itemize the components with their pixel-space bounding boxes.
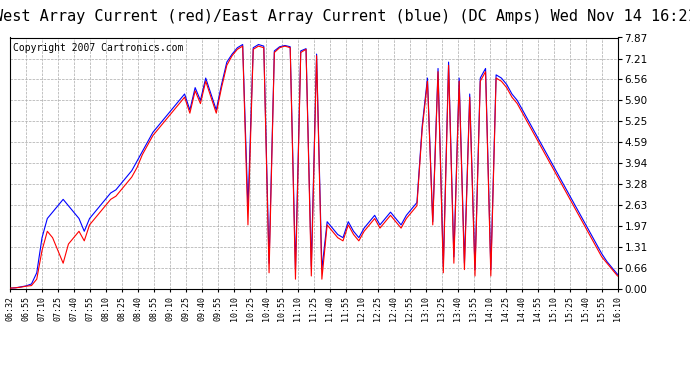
- Text: West Array Current (red)/East Array Current (blue) (DC Amps) Wed Nov 14 16:21: West Array Current (red)/East Array Curr…: [0, 9, 690, 24]
- Text: Copyright 2007 Cartronics.com: Copyright 2007 Cartronics.com: [13, 42, 184, 52]
